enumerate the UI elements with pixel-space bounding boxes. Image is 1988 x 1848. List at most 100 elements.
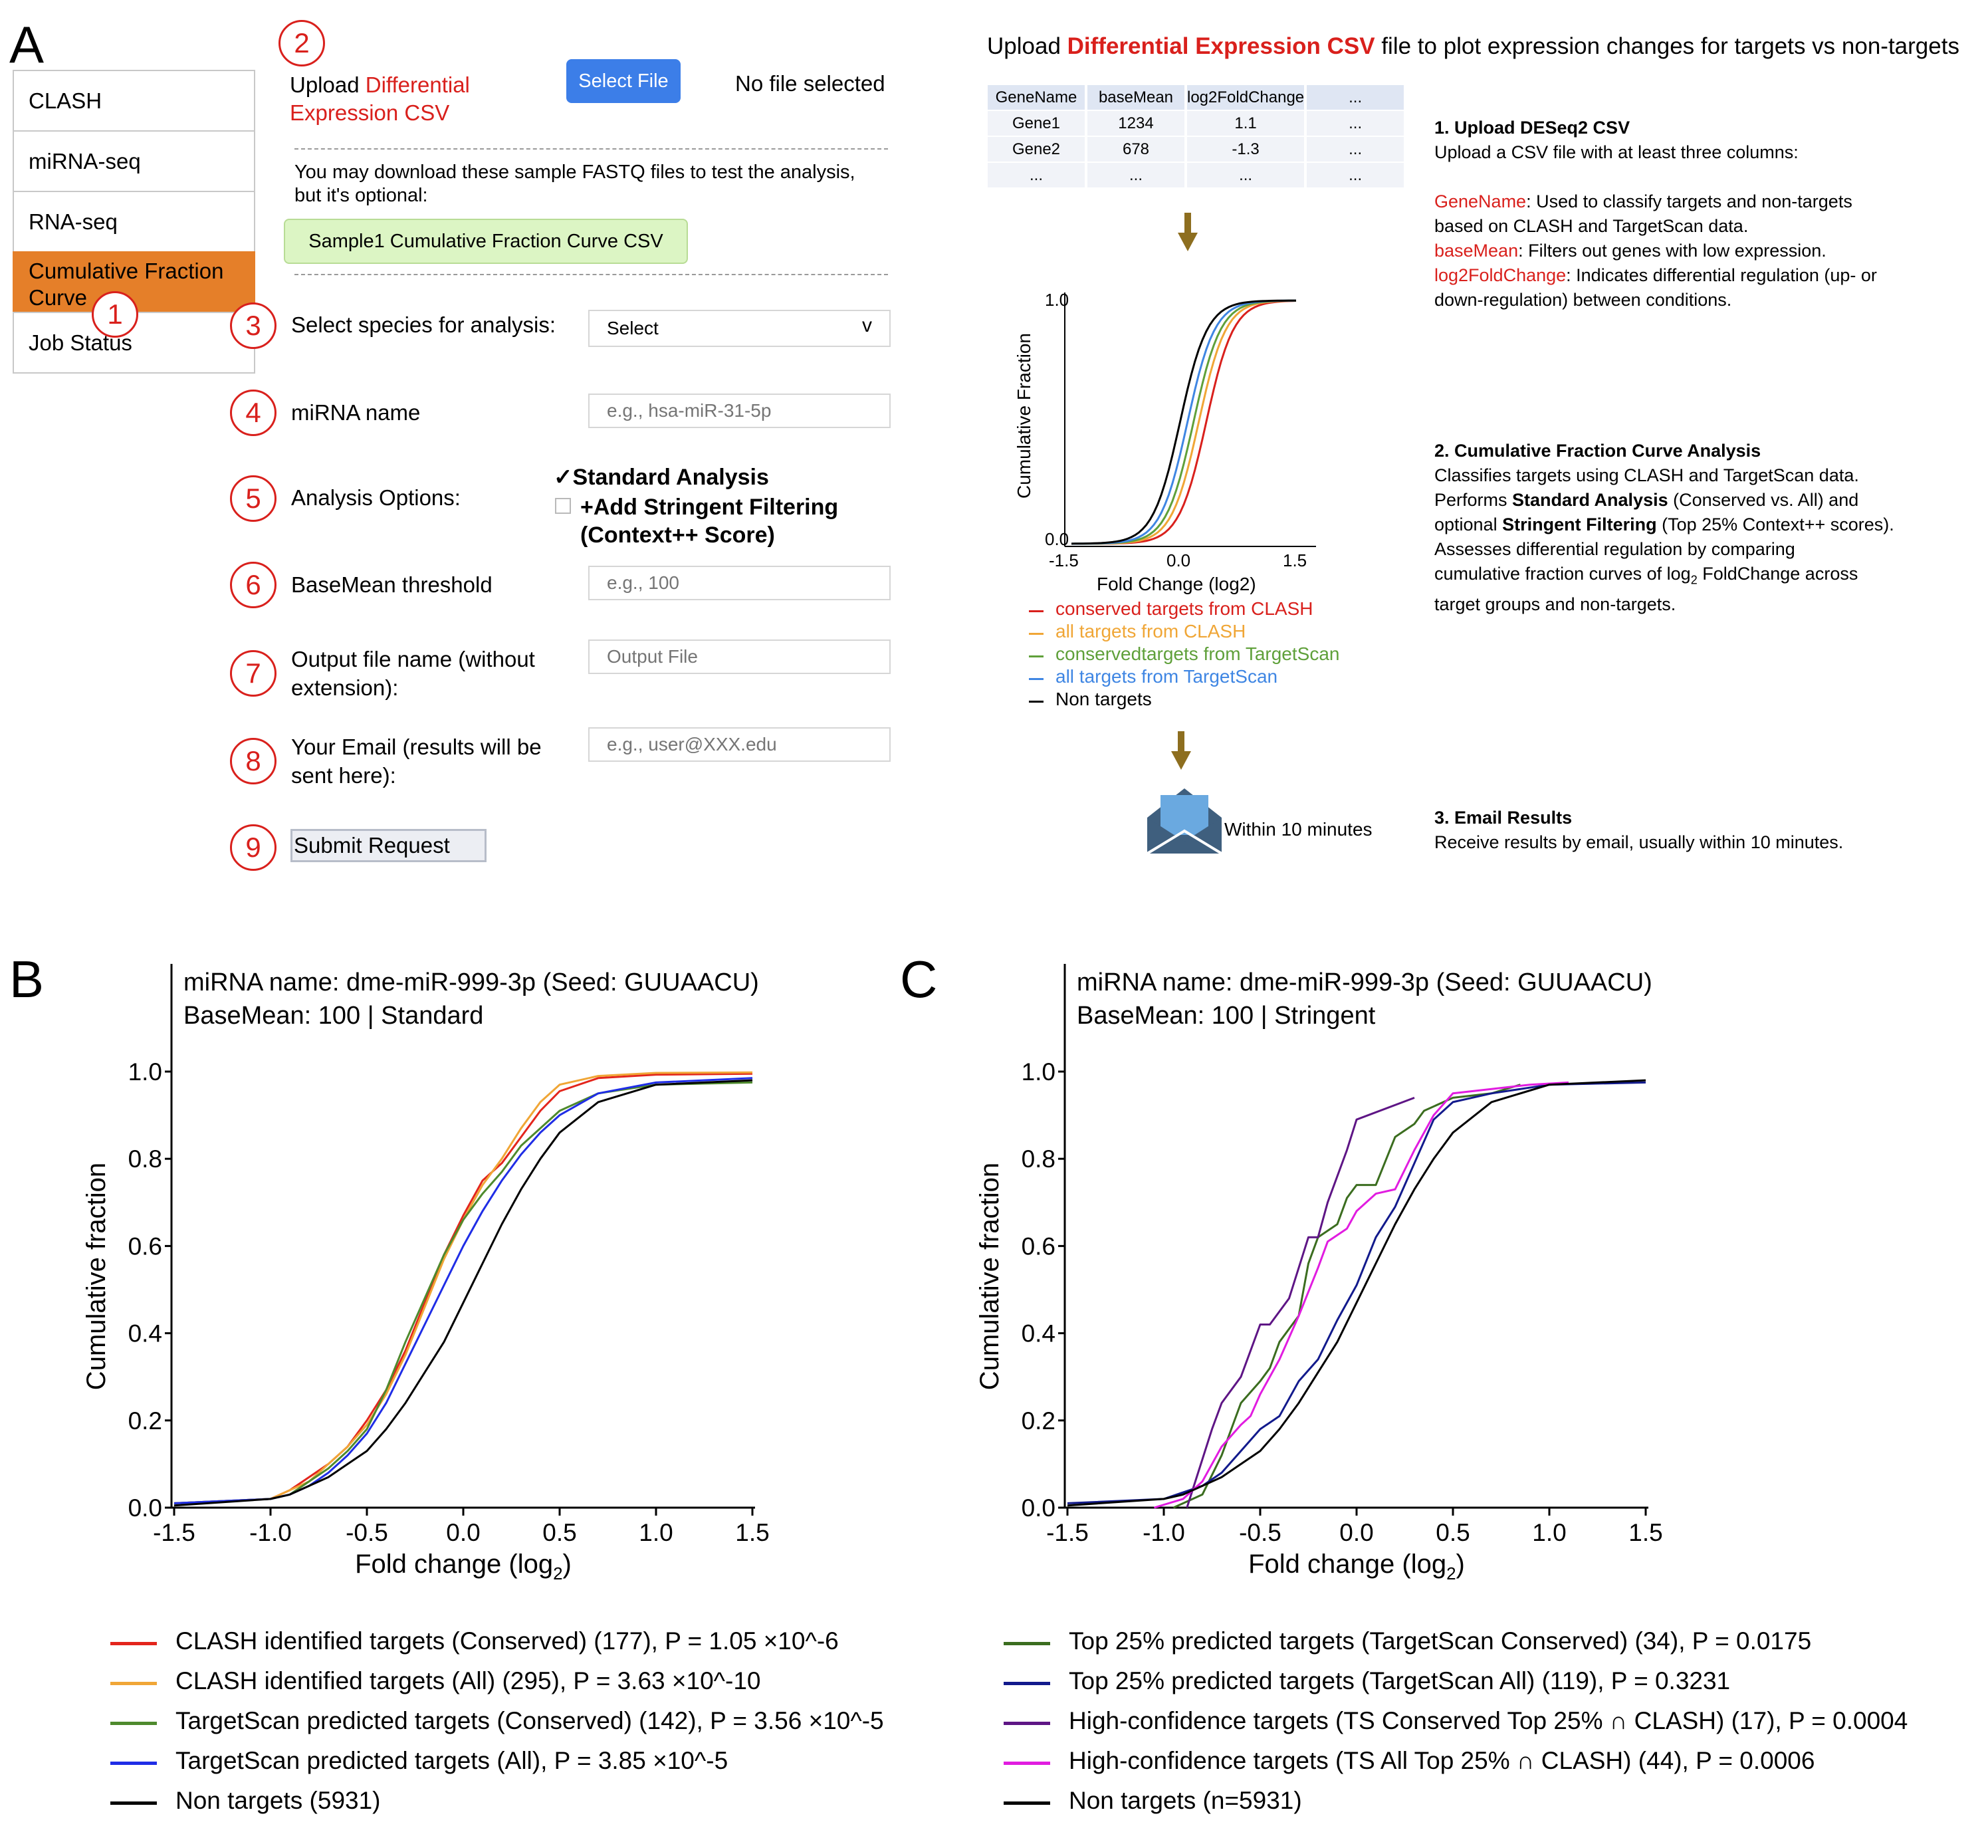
sidebar-item-rna-seq[interactable]: RNA-seq: [13, 191, 255, 253]
species-select[interactable]: Select v: [588, 310, 891, 347]
x-tick-label: -0.5: [1239, 1519, 1281, 1546]
select-file-button[interactable]: Select File: [566, 59, 681, 103]
stringent-filter-line2: (Context++ Score): [580, 522, 775, 548]
col2-desc: : Filters out genes with low expression.: [1518, 241, 1826, 261]
mini-xtick: -1.5: [1049, 550, 1079, 570]
chart-title-line2: BaseMean: 100 | Stringent: [1077, 1002, 1376, 1030]
step-marker-9: 9: [230, 824, 276, 871]
mini-curve-line: [1071, 299, 1297, 545]
x-axis-label: Fold change (log2): [355, 1550, 572, 1583]
step-marker-2: 2: [278, 20, 325, 66]
legend-label: TargetScan predicted targets (Conserved)…: [175, 1707, 884, 1734]
step2-title: 2. Cumulative Fraction Curve Analysis: [1434, 441, 1761, 461]
col1-desc: : Used to classify targets and non-targe…: [1526, 191, 1852, 211]
legend-swatch: [1029, 701, 1044, 703]
col1-name: GeneName: [1434, 191, 1527, 211]
mini-curve-line: [1071, 299, 1296, 545]
email-time-caption: Within 10 minutes: [1224, 819, 1373, 840]
basemean-input[interactable]: [588, 566, 891, 600]
analysis-options-label: Analysis Options:: [291, 485, 461, 510]
step2-line1: Classifies targets using CLASH and Targe…: [1434, 465, 1859, 485]
table-cell: ...: [1087, 163, 1184, 187]
table-header: GeneName: [988, 85, 1085, 110]
mini-xtick: 0.0: [1166, 550, 1190, 570]
step2-line3-c: (Top 25% Context++ scores).: [1656, 515, 1894, 534]
col1-desc-line2: based on CLASH and TargetScan data.: [1434, 216, 1749, 236]
divider: [294, 274, 888, 275]
col2-name: baseMean: [1434, 241, 1519, 261]
submit-request-button[interactable]: Submit Request: [290, 829, 487, 862]
mirna-name-input[interactable]: [588, 394, 891, 428]
legend-label: conservedtargets from TargetScan: [1055, 643, 1340, 664]
species-label: Select species for analysis:: [291, 312, 556, 337]
arrow-down-icon: [1178, 213, 1198, 251]
upload-prefix: Upload: [290, 72, 360, 97]
output-label-line1: Output file name (without: [291, 647, 535, 671]
chart-title-line2: BaseMean: 100 | Standard: [183, 1002, 483, 1030]
x-tick-label: -1.5: [153, 1519, 195, 1546]
series-line: [1067, 1081, 1646, 1504]
mini-ytick: 0.0: [1045, 529, 1069, 549]
legend-label: High-confidence targets (TS Conserved To…: [1069, 1707, 1908, 1734]
table-cell: Gene2: [988, 137, 1085, 162]
x-tick-label: -0.5: [346, 1519, 388, 1546]
y-tick-label: 1.0: [128, 1058, 162, 1086]
step3-text: Receive results by email, usually within…: [1434, 832, 1844, 852]
legend-label: Top 25% predicted targets (TargetScan Al…: [1069, 1667, 1731, 1694]
y-tick-label: 0.0: [1022, 1494, 1055, 1522]
step1-description: 1. Upload DESeq2 CSV Upload a CSV file w…: [1434, 116, 1877, 312]
y-tick-label: 0.0: [128, 1494, 162, 1522]
series-line: [173, 1072, 753, 1504]
step1-text: Upload a CSV file with at least three co…: [1434, 142, 1799, 162]
email-input[interactable]: [588, 727, 891, 762]
x-tick-label: -1.0: [1143, 1519, 1185, 1546]
sample-csv-download-button[interactable]: Sample1 Cumulative Fraction Curve CSV: [284, 219, 688, 264]
output-label-line2: extension):: [291, 675, 399, 700]
step2-line4: Assesses differential regulation by comp…: [1434, 539, 1795, 559]
y-tick-label: 0.6: [1022, 1232, 1055, 1260]
legend-label: all targets from CLASH: [1055, 621, 1246, 641]
table-cell: ...: [1307, 137, 1404, 162]
step2-line2-a: Performs: [1434, 490, 1513, 510]
sidebar-item-label-line2: Curve: [29, 285, 88, 310]
y-tick-label: 0.4: [1022, 1320, 1055, 1347]
table-header: ...: [1307, 85, 1404, 110]
legend-label: conserved targets from CLASH: [1055, 598, 1313, 619]
email-envelope-icon: [1146, 788, 1223, 855]
table-cell: ...: [1187, 163, 1305, 187]
table-cell: 678: [1087, 137, 1184, 162]
mini-xtick: 1.5: [1283, 550, 1307, 570]
series-line: [1186, 1096, 1415, 1508]
y-tick-label: 1.0: [1022, 1058, 1055, 1086]
panel-label-b: B: [9, 950, 45, 1008]
sidebar-item-clash[interactable]: CLASH: [13, 70, 255, 132]
step2-line3-a: optional: [1434, 515, 1503, 534]
standard-analysis-option[interactable]: ✓Standard Analysis: [554, 465, 769, 490]
chart-title-line1: miRNA name: dme-miR-999-3p (Seed: GUUAAC…: [1077, 969, 1652, 996]
table-cell: -1.3: [1187, 137, 1305, 162]
x-tick-label: 0.0: [1339, 1519, 1373, 1546]
table-header: baseMean: [1087, 85, 1184, 110]
legend-label: High-confidence targets (TS All Top 25% …: [1069, 1747, 1815, 1774]
stringent-filter-label: +Add Stringent Filtering (Context++ Scor…: [580, 493, 838, 549]
species-select-value: Select: [607, 318, 659, 338]
sidebar-item-mirna-seq[interactable]: miRNA-seq: [13, 130, 255, 192]
sample-note-line1: You may download these sample FASTQ file…: [294, 162, 855, 183]
legend-label: CLASH identified targets (All) (295), P …: [175, 1667, 761, 1694]
legend-swatch: [110, 1642, 157, 1645]
col3-desc-line2: down-regulation) between conditions.: [1434, 290, 1732, 310]
output-file-input[interactable]: [588, 639, 891, 674]
series-line: [1154, 1081, 1569, 1509]
basemean-label: BaseMean threshold: [291, 572, 493, 597]
x-tick-label: 1.0: [1532, 1519, 1566, 1546]
no-file-text: No file selected: [735, 71, 885, 96]
mini-curve-line: [1071, 300, 1297, 545]
stringent-filter-checkbox[interactable]: [555, 498, 571, 514]
workflow-heading-prefix: Upload: [987, 33, 1061, 59]
y-tick-label: 0.8: [128, 1145, 162, 1173]
sidebar-item-label: CLASH: [29, 88, 102, 113]
mini-ytick: 1.0: [1045, 290, 1069, 310]
step-marker-5: 5: [230, 475, 276, 522]
table-cell: ...: [1307, 163, 1404, 187]
legend-swatch: [1004, 1722, 1050, 1725]
